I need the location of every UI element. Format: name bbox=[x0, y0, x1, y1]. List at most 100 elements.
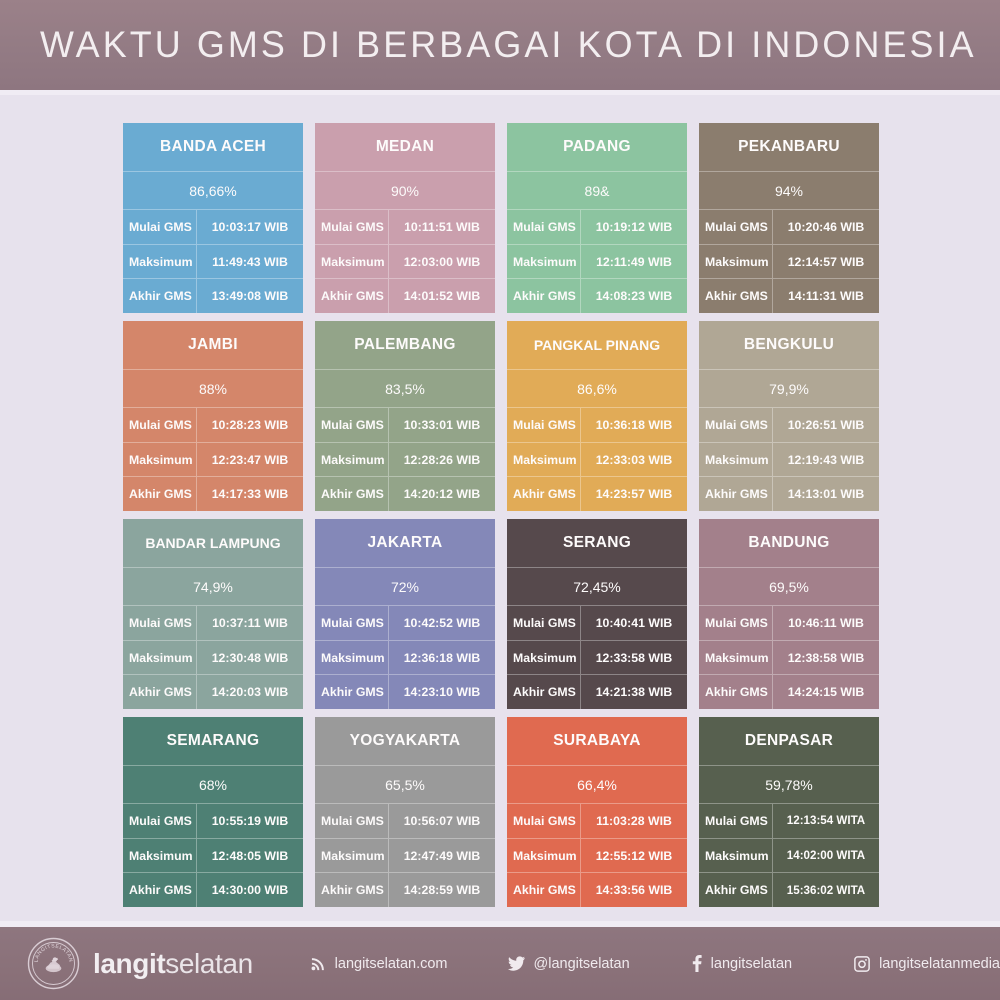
max-time-row: Maksimum 12:03:00 WIB bbox=[315, 243, 495, 279]
row-label: Mulai GMS bbox=[699, 606, 773, 640]
row-value: 10:56:07 WIB bbox=[403, 813, 481, 828]
row-value: 10:26:51 WIB bbox=[787, 417, 865, 432]
city-card: SEMARANG 68% Mulai GMS 10:55:19 WIB Maksimum… bbox=[123, 717, 303, 907]
obscuration-percent: 94% bbox=[699, 170, 879, 209]
twitter-icon bbox=[507, 956, 525, 971]
facebook-link[interactable]: langitselatan bbox=[692, 955, 792, 972]
city-card: SERANG 72,45% Mulai GMS 10:40:41 WIB Maksimu… bbox=[507, 519, 687, 709]
brand-name-bold: langit bbox=[93, 947, 166, 979]
row-label: Maksimum bbox=[507, 442, 581, 477]
row-value: 14:24:15 WIB bbox=[787, 685, 865, 700]
max-time-row: Maksimum 12:36:18 WIB bbox=[315, 639, 495, 675]
start-time-row: Mulai GMS 10:19:12 WIB bbox=[507, 209, 687, 244]
start-time-row: Mulai GMS 10:36:18 WIB bbox=[507, 407, 687, 442]
row-label: Akhir GMS bbox=[123, 477, 197, 511]
row-label: Akhir GMS bbox=[123, 279, 197, 313]
end-time-row: Akhir GMS 13:49:08 WIB bbox=[123, 278, 303, 313]
start-time-row: Mulai GMS 10:37:11 WIB bbox=[123, 605, 303, 640]
row-label: Mulai GMS bbox=[123, 606, 197, 640]
row-label: Mulai GMS bbox=[507, 408, 581, 442]
city-card: BANDAR LAMPUNG 74,9% Mulai GMS 10:37:11 WIB… bbox=[123, 519, 303, 709]
obscuration-percent: 79,9% bbox=[699, 368, 879, 407]
max-time-row: Maksimum 12:47:49 WIB bbox=[315, 837, 495, 873]
row-value: 14:11:31 WIB bbox=[788, 289, 864, 304]
row-label: Akhir GMS bbox=[123, 873, 197, 907]
obscuration-percent: 74,9% bbox=[123, 566, 303, 605]
facebook-icon bbox=[692, 955, 702, 972]
page-title: WAKTU GMS DI BERBAGAI KOTA DI INDONESIA bbox=[40, 24, 977, 65]
row-value: 10:28:23 WIB bbox=[211, 417, 289, 432]
city-name: MEDAN bbox=[375, 138, 435, 156]
row-value: 14:02:00 WITA bbox=[786, 849, 866, 863]
city-card: BANDUNG 69,5% Mulai GMS 10:46:11 WIB Maksimu… bbox=[699, 519, 879, 709]
row-value: 10:33:01 WIB bbox=[403, 417, 481, 432]
end-time-row: Akhir GMS 15:36:02 WITA bbox=[699, 872, 879, 907]
city-name: JAKARTA bbox=[367, 534, 443, 552]
row-value: 12:03:00 WIB bbox=[403, 254, 481, 269]
max-time-row: Maksimum 12:33:58 WIB bbox=[507, 639, 687, 675]
city-name: PEKANBARU bbox=[738, 138, 840, 156]
obscuration-percent: 72,45% bbox=[507, 566, 687, 605]
row-label: Mulai GMS bbox=[123, 408, 197, 442]
facebook-handle: langitselatan bbox=[710, 955, 793, 972]
row-label: Mulai GMS bbox=[507, 804, 581, 838]
row-label: Akhir GMS bbox=[315, 477, 389, 511]
row-value: 14:01:52 WIB bbox=[403, 289, 481, 304]
row-label: Mulai GMS bbox=[507, 606, 581, 640]
row-label: Maksimum bbox=[699, 442, 773, 477]
max-time-row: Maksimum 12:14:57 WIB bbox=[699, 243, 879, 279]
end-time-row: Akhir GMS 14:01:52 WIB bbox=[315, 278, 495, 313]
start-time-row: Mulai GMS 10:20:46 WIB bbox=[699, 209, 879, 244]
obscuration-percent: 69,5% bbox=[699, 566, 879, 605]
twitter-handle: @langitselatan bbox=[533, 955, 630, 972]
row-value: 14:08:23 WIB bbox=[595, 289, 673, 304]
max-time-row: Maksimum 12:19:43 WIB bbox=[699, 441, 879, 477]
row-value: 12:11:49 WIB bbox=[596, 254, 672, 269]
obscuration-percent: 88% bbox=[123, 368, 303, 407]
city-card: PADANG 89& Mulai GMS 10:19:12 WIB Maksimum 12… bbox=[507, 123, 687, 313]
row-value: 14:30:00 WIB bbox=[211, 883, 289, 898]
city-card: JAKARTA 72% Mulai GMS 10:42:52 WIB Maksimum 1… bbox=[315, 519, 495, 709]
row-value: 14:20:03 WIB bbox=[211, 685, 289, 700]
city-card: PANGKAL PINANG 86,6% Mulai GMS 10:36:18 WIB… bbox=[507, 321, 687, 511]
row-value: 12:14:57 WIB bbox=[787, 254, 865, 269]
city-card: PEKANBARU 94% Mulai GMS 10:20:46 WIB Maksimu… bbox=[699, 123, 879, 313]
row-label: Akhir GMS bbox=[699, 279, 773, 313]
city-card: BENGKULU 79,9% Mulai GMS 10:26:51 WIB Maksim… bbox=[699, 321, 879, 511]
row-value: 11:03:28 WIB bbox=[596, 813, 672, 828]
start-time-row: Mulai GMS 10:55:19 WIB bbox=[123, 803, 303, 838]
city-card: JAMBI 88% Mulai GMS 10:28:23 WIB Maksimum 12:… bbox=[123, 321, 303, 511]
max-time-row: Maksimum 12:33:03 WIB bbox=[507, 441, 687, 477]
start-time-row: Mulai GMS 10:11:51 WIB bbox=[315, 209, 495, 244]
end-time-row: Akhir GMS 14:08:23 WIB bbox=[507, 278, 687, 313]
twitter-link[interactable]: @langitselatan bbox=[507, 955, 630, 972]
row-value: 10:11:51 WIB bbox=[404, 219, 480, 234]
row-label: Maksimum bbox=[699, 640, 773, 675]
row-value: 12:38:58 WIB bbox=[787, 650, 865, 665]
max-time-row: Maksimum 12:23:47 WIB bbox=[123, 441, 303, 477]
obscuration-percent: 90% bbox=[315, 170, 495, 209]
row-value: 14:20:12 WIB bbox=[403, 487, 481, 502]
obscuration-percent: 89& bbox=[507, 170, 687, 209]
row-value: 14:17:33 WIB bbox=[211, 487, 289, 502]
row-value: 12:30:48 WIB bbox=[211, 650, 289, 665]
page-footer: LANGITSELATAN langitselatan langitselat bbox=[0, 927, 1000, 1000]
city-card: BANDA ACEH 86,66% Mulai GMS 10:03:17 WIB Mak… bbox=[123, 123, 303, 313]
website-link[interactable]: langitselatan.com bbox=[311, 956, 448, 972]
row-label: Akhir GMS bbox=[699, 477, 773, 511]
max-time-row: Maksimum 11:49:43 WIB bbox=[123, 243, 303, 279]
brand: LANGITSELATAN langitselatan bbox=[27, 937, 275, 990]
city-name: YOGYAKARTA bbox=[349, 732, 461, 750]
end-time-row: Akhir GMS 14:13:01 WIB bbox=[699, 476, 879, 511]
row-value: 10:19:12 WIB bbox=[595, 219, 673, 234]
row-value: 14:33:56 WIB bbox=[595, 883, 673, 898]
row-value: 11:49:43 WIB bbox=[212, 254, 288, 269]
row-value: 10:37:11 WIB bbox=[212, 615, 288, 630]
start-time-row: Mulai GMS 10:03:17 WIB bbox=[123, 209, 303, 244]
row-value: 12:19:43 WIB bbox=[787, 452, 865, 467]
row-value: 14:23:10 WIB bbox=[403, 685, 481, 700]
instagram-link[interactable]: langitselatanmedia bbox=[854, 956, 1000, 972]
row-value: 12:47:49 WIB bbox=[403, 848, 481, 863]
row-label: Akhir GMS bbox=[123, 675, 197, 709]
end-time-row: Akhir GMS 14:28:59 WIB bbox=[315, 872, 495, 907]
